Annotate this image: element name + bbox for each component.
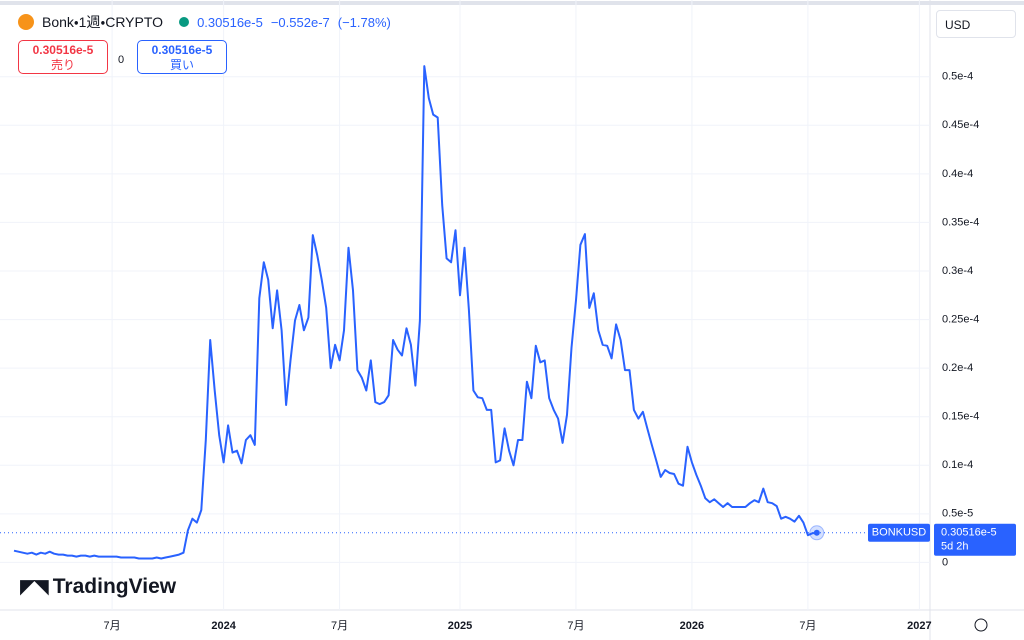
y-tick-label: 0.5e-4	[942, 71, 973, 83]
currency-select[interactable]: USD	[936, 10, 1016, 38]
sell-label: 売り	[50, 58, 75, 72]
countdown-label: 5d 2h	[941, 541, 969, 553]
x-tick-label: 2025	[448, 620, 472, 632]
x-tick-label: 2024	[211, 620, 236, 632]
logo-text: TradingView	[52, 574, 177, 598]
y-tick-label: 0	[942, 556, 948, 568]
x-tick-label: 7月	[104, 620, 121, 632]
buy-button[interactable]: 0.30516e-5 買い	[137, 40, 227, 74]
logo-mark: ◤◥	[20, 576, 49, 598]
symbol-title[interactable]: Bonk・1週・CRYPTO	[42, 14, 164, 30]
coin-icon	[18, 14, 34, 30]
axes: 0 0.5e-5 0.1e-4 0.15e-4 0.2e-4 0.25e-4 0.3e-4 0…	[104, 71, 1016, 632]
y-tick-label: 0.4e-4	[942, 168, 973, 180]
grid	[0, 0, 930, 610]
x-tick-label: 2027	[907, 620, 931, 632]
sell-button[interactable]: 0.30516e-5 売り	[18, 40, 108, 74]
y-tick-label: 0.25e-4	[942, 313, 979, 325]
price-tag-label: 0.30516e-5	[941, 527, 997, 539]
x-tick-label: 7月	[567, 620, 584, 632]
buy-label: 買い	[169, 58, 194, 72]
price-line	[13, 65, 817, 560]
sell-price: 0.30516e-5	[32, 43, 94, 57]
logo: ◤◥ TradingView	[20, 574, 176, 599]
y-tick-label: 0.15e-4	[942, 411, 979, 423]
market-status	[179, 17, 190, 27]
y-tick-label: 0.5e-5	[942, 508, 973, 520]
symbol-tag-label: BONKUSD	[872, 527, 926, 539]
y-tick-label: 0.35e-4	[942, 216, 979, 228]
y-tick-label: 0.2e-4	[942, 362, 973, 374]
symbol-tag	[868, 523, 930, 542]
settings-icon[interactable]	[974, 618, 988, 632]
x-tick-label: 7月	[331, 620, 348, 632]
spread: 0	[118, 54, 125, 66]
y-tick-label: 0.3e-4	[942, 265, 973, 277]
legend-header: Bonk・1週・CRYPTO 0.30516e-5 −0.552e-7 (−1.…	[18, 12, 391, 32]
y-tick-label: 0.1e-4	[942, 459, 973, 471]
change-percent: (−1.78%)	[337, 14, 391, 30]
last-price: 0.30516e-5	[197, 14, 263, 30]
price-tag	[934, 523, 1016, 556]
y-tick-label: 0.45e-4	[942, 119, 979, 131]
change: −0.552e-7	[270, 14, 330, 30]
last-point	[813, 529, 820, 536]
x-tick-label: 7月	[799, 620, 816, 632]
buy-price: 0.30516e-5	[151, 43, 213, 57]
x-tick-label: 2026	[680, 620, 704, 632]
plot	[0, 65, 930, 560]
